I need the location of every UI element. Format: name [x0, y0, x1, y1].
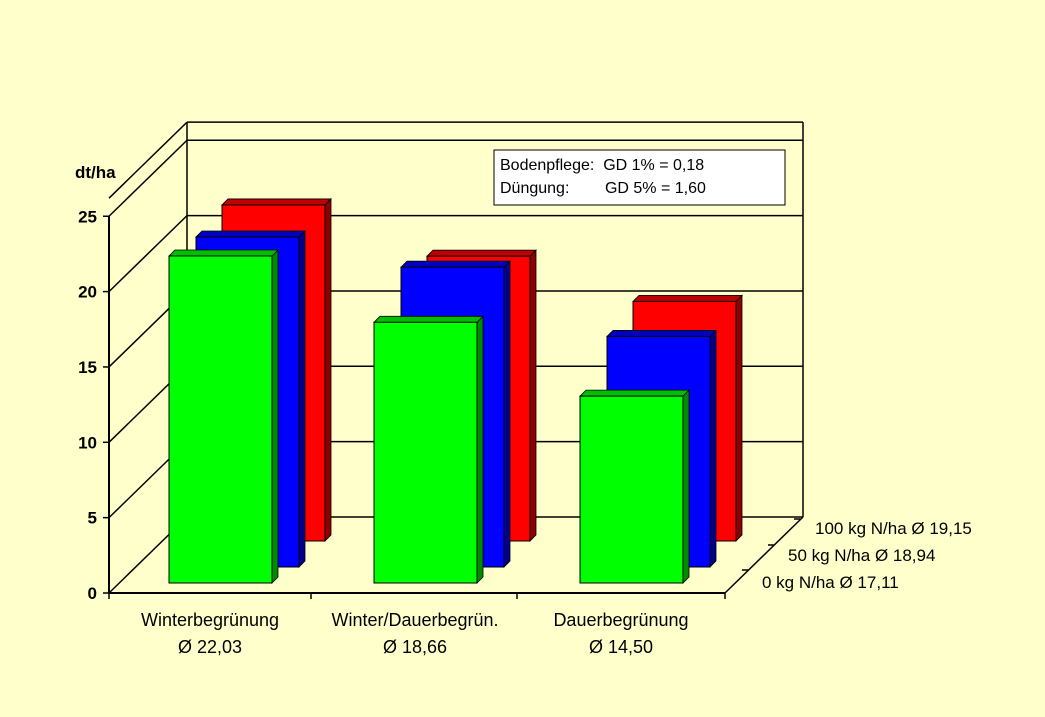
gridline-side	[108, 139, 188, 217]
bar-side	[324, 197, 332, 542]
bar-side	[476, 315, 484, 584]
chart-frame	[108, 121, 804, 594]
gridline-side	[108, 215, 188, 293]
y-tick-label: 0	[88, 584, 97, 603]
bar-top	[632, 294, 743, 302]
x-category-label: Winterbegrünung	[141, 610, 279, 630]
y-tick-label: 20	[78, 283, 97, 302]
x-axis-labels: Winterbegrünung Ø 22,03 Winter/Dauerbegrün…	[141, 610, 689, 657]
depth-series-labels: 100 kg N/ha Ø 19,15 50 kg N/ha Ø 18,94 0 k…	[742, 518, 972, 592]
bar-top	[606, 330, 717, 337]
x-category-average: Ø 14,50	[589, 637, 653, 657]
bar-top	[195, 230, 306, 238]
y-axis-ticks: 0 5 10 15 20 25	[78, 207, 726, 603]
x-category-average: Ø 18,66	[383, 637, 447, 657]
series-label: 100 kg N/ha Ø 19,15	[815, 519, 972, 538]
bar-top	[426, 249, 537, 257]
bar-front	[168, 255, 273, 584]
bar-side	[682, 389, 690, 584]
bar-side	[298, 230, 306, 568]
bar-side	[529, 249, 537, 542]
bar-2-2	[579, 389, 690, 584]
y-axis-title: dt/ha	[75, 163, 116, 182]
stat-annotation-box: Bodenpflege: GD 1% = 0,18 Düngung: GD 5%…	[493, 149, 786, 206]
bar-top	[400, 260, 511, 268]
bar-top	[579, 389, 690, 397]
side-wall-top-edge	[108, 121, 188, 199]
bar-front	[373, 321, 478, 584]
bars	[168, 197, 743, 584]
bar-2-1	[373, 315, 484, 584]
bar-side	[503, 260, 511, 568]
bar-side	[271, 249, 279, 584]
bar-front	[579, 395, 684, 584]
annotation-line-1: Bodenpflege: GD 1% = 0,18	[500, 157, 704, 174]
bar-side	[735, 294, 743, 542]
series-label: 50 kg N/ha Ø 18,94	[788, 546, 935, 565]
bar-top	[373, 315, 484, 323]
y-tick-label: 15	[78, 358, 97, 377]
bar-side	[709, 329, 717, 568]
bar-2-0	[168, 249, 279, 584]
annotation-line-2: Düngung: GD 5% = 1,60	[500, 180, 706, 197]
bar-top	[221, 198, 332, 206]
series-label: 0 kg N/ha Ø 17,11	[762, 573, 899, 592]
x-category-label: Winter/Dauerbegrün.	[331, 610, 498, 630]
y-tick-label: 10	[78, 433, 97, 452]
x-category-label: Dauerbegrünung	[553, 610, 688, 630]
bar-top	[168, 249, 279, 257]
y-tick-label: 5	[88, 509, 97, 528]
floor-right-edge	[724, 516, 804, 594]
y-tick-label: 25	[78, 207, 97, 226]
x-category-average: Ø 22,03	[178, 637, 242, 657]
